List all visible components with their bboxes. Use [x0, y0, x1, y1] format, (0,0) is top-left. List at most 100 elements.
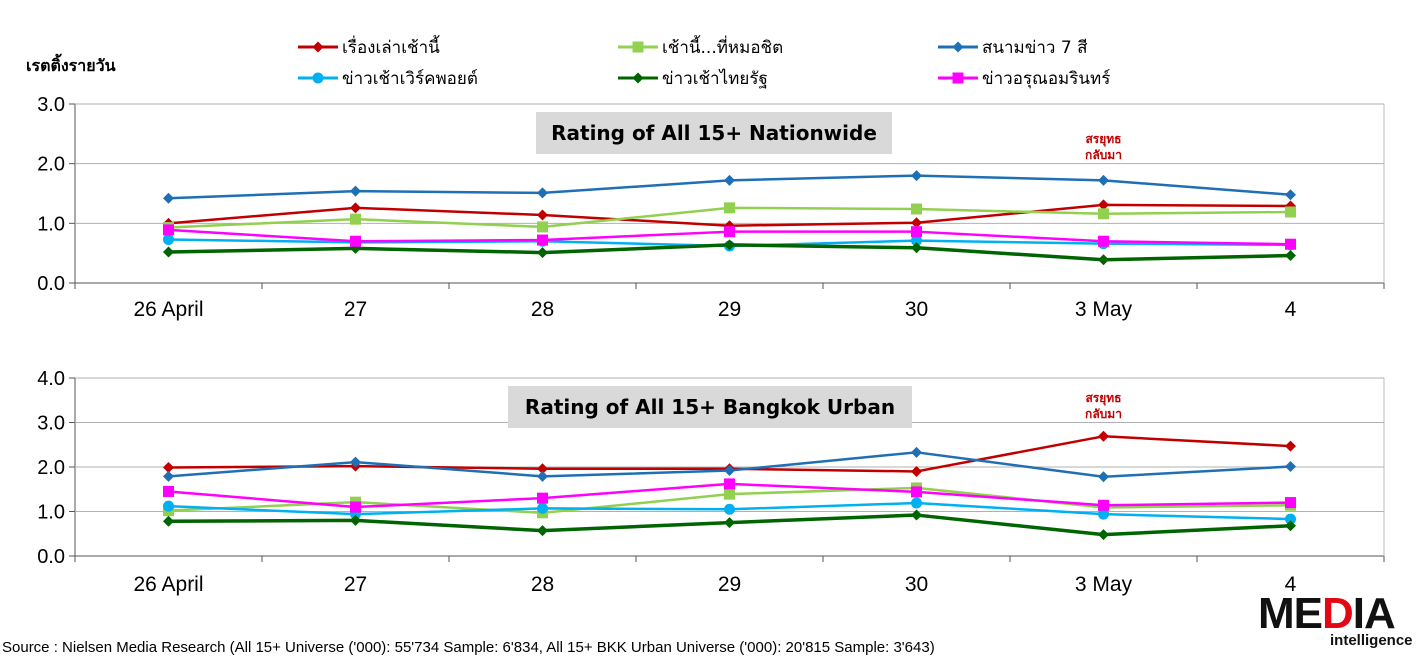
data-point: [724, 239, 735, 251]
legend-label: สนามข่าว 7 สี: [982, 38, 1088, 58]
series: [163, 478, 1296, 513]
data-point: [163, 192, 174, 204]
data-point: [163, 485, 174, 497]
data-point: [163, 233, 174, 245]
media-intelligence-logo: MEDIA intelligence: [1258, 592, 1418, 654]
y-tick-label: 3.0: [37, 94, 65, 116]
data-point: [1098, 174, 1109, 186]
legend-swatch-marker: [952, 72, 964, 84]
y-tick-label: 0.0: [37, 273, 65, 295]
y-tick-label: 2.0: [37, 457, 65, 479]
legend-entry: ข่าวเช้าเวิร์คพอยต์: [298, 69, 478, 89]
x-tick-label: 4: [1285, 298, 1297, 321]
data-point: [163, 515, 174, 527]
annotation-text: กลับมา: [1085, 407, 1122, 421]
data-point: [1098, 508, 1109, 520]
data-point: [1285, 206, 1296, 218]
data-point: [911, 465, 922, 477]
data-point: [163, 224, 174, 236]
data-point: [350, 202, 361, 214]
data-point: [1098, 254, 1109, 266]
data-point: [911, 446, 922, 458]
chart-title-box: [536, 112, 892, 154]
legend-entry: ข่าวเช้าไทยรัฐ: [618, 68, 768, 89]
legend-swatch-marker: [952, 41, 964, 53]
chart-title: Rating of All 15+ Nationwide: [551, 121, 877, 145]
data-point: [911, 242, 922, 254]
data-point: [537, 463, 548, 475]
data-point: [724, 226, 735, 238]
data-point: [1285, 513, 1296, 525]
data-point: [1098, 499, 1109, 511]
data-point: [350, 235, 361, 247]
data-point: [1098, 529, 1109, 541]
data-point: [163, 470, 174, 482]
x-tick-label: 29: [718, 573, 741, 596]
annotation-text: กลับมา: [1085, 148, 1122, 162]
data-point: [911, 509, 922, 521]
legend-entry: สนามข่าว 7 สี: [938, 38, 1088, 58]
x-tick-label: 27: [344, 573, 367, 596]
data-point: [350, 501, 361, 513]
legend-swatch-marker: [632, 72, 644, 84]
series: [163, 199, 1296, 232]
data-point: [350, 213, 361, 225]
data-point: [1285, 250, 1296, 262]
data-point: [724, 465, 735, 477]
source-note: Source : Nielsen Media Research (All 15+…: [2, 639, 935, 656]
y-tick-label: 2.0: [37, 154, 65, 176]
series: [163, 224, 1296, 250]
data-point: [1285, 520, 1296, 532]
data-point: [537, 492, 548, 504]
x-tick-label: 27: [344, 298, 367, 321]
data-point: [1098, 430, 1109, 442]
x-tick-label: 29: [718, 298, 741, 321]
legend-label: ข่าวเช้าไทยรัฐ: [662, 68, 768, 89]
data-point: [537, 187, 548, 199]
legend: เรื่องเล่าเช้านี้ เช้านี้...ที่หมอชิต สนาม…: [298, 35, 1110, 89]
series: [163, 509, 1296, 541]
data-point: [911, 486, 922, 498]
data-point: [724, 517, 735, 529]
data-point: [1285, 238, 1296, 250]
data-point: [911, 235, 922, 247]
legend-entry: ข่าวอรุณอมรินทร์: [938, 69, 1110, 89]
x-tick-label: 3 May: [1075, 573, 1133, 596]
data-point: [724, 478, 735, 490]
data-point: [537, 221, 548, 233]
chart-panel: 0.0 1.0 2.0 3.0 4.0 26 April 27 28 29 30 3 May 4 Rat…: [37, 368, 1385, 596]
data-point: [537, 247, 548, 259]
data-point: [724, 503, 735, 515]
data-point: [1285, 497, 1296, 509]
legend-entry: เช้านี้...ที่หมอชิต: [618, 35, 783, 58]
x-tick-label: 30: [905, 298, 928, 321]
data-point: [163, 461, 174, 473]
data-point: [1285, 189, 1296, 201]
data-point: [537, 209, 548, 221]
x-tick-label: 28: [531, 298, 554, 321]
data-point: [163, 246, 174, 258]
y-tick-label: 3.0: [37, 413, 65, 435]
annotation-text: สรยุทธ: [1085, 132, 1121, 147]
legend-swatch-marker: [312, 72, 324, 84]
data-point: [1098, 199, 1109, 211]
data-point: [911, 497, 922, 509]
legend-swatch-marker: [632, 41, 644, 53]
x-tick-label: 26 April: [133, 298, 203, 321]
data-point: [350, 185, 361, 197]
data-point: [911, 226, 922, 238]
data-point: [724, 174, 735, 186]
data-point: [537, 234, 548, 246]
chart-panel: 0.0 1.0 2.0 3.0 26 April 27 28 29 30 3 May 4 Rating…: [37, 94, 1385, 321]
data-point: [163, 500, 174, 512]
data-point: [1285, 440, 1296, 452]
legend-entry: เรื่องเล่าเช้านี้: [298, 35, 440, 58]
data-point: [911, 217, 922, 229]
x-tick-label: 28: [531, 573, 554, 596]
x-tick-label: 26 April: [133, 573, 203, 596]
x-tick-label: 30: [905, 573, 928, 596]
data-point: [1285, 461, 1296, 473]
y-tick-label: 4.0: [37, 368, 65, 390]
series: [163, 170, 1296, 204]
